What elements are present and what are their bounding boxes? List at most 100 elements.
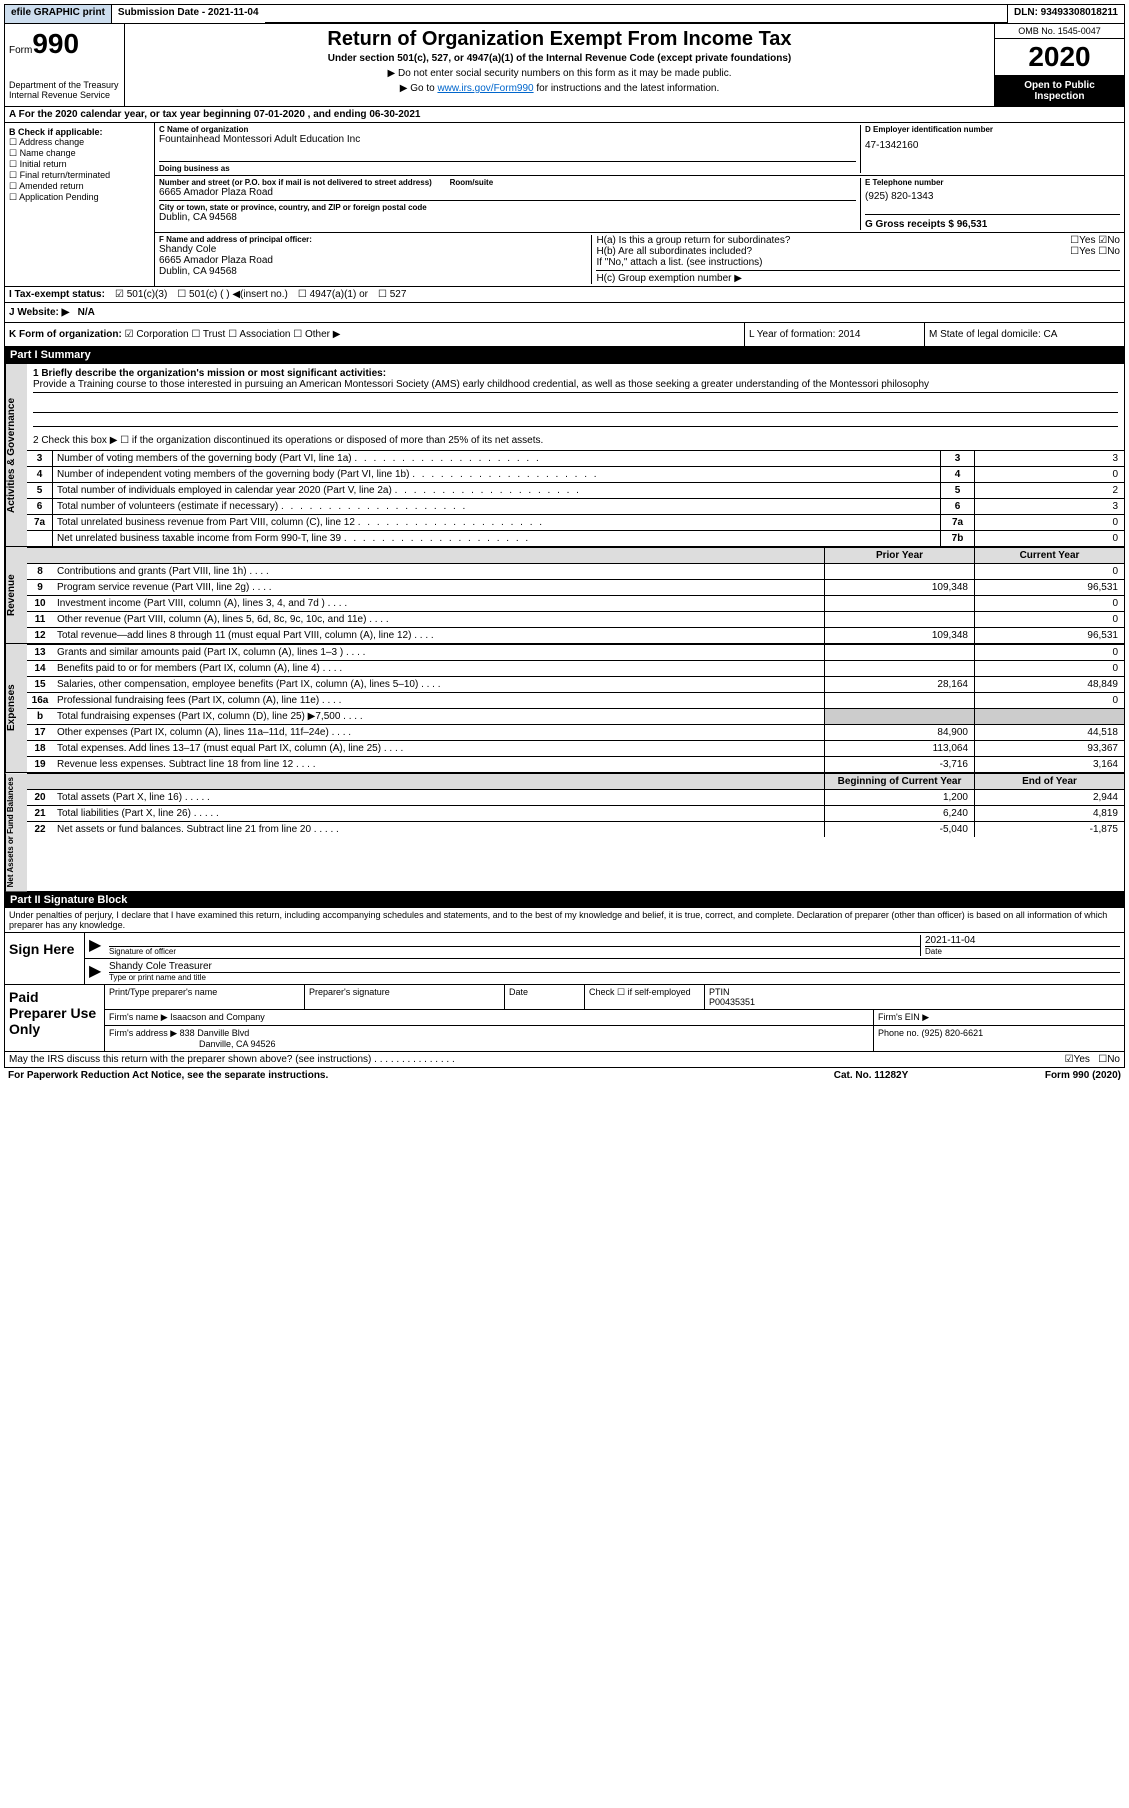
arrow-icon: ▶ [89,935,109,956]
officer-city: Dublin, CA 94568 [159,266,591,277]
exp-row: 19 Revenue less expenses. Subtract line … [27,756,1124,772]
hc-row: H(c) Group exemption number ▶ [596,270,1120,284]
tax-year: 2020 [995,39,1124,76]
phone-label: E Telephone number [865,178,1120,187]
check-discuss-no[interactable]: ☐No [1098,1054,1120,1065]
firm-name-label: Firm's name ▶ [109,1012,168,1022]
dept-treasury: Department of the Treasury Internal Reve… [9,80,120,100]
open-public: Open to Public Inspection [995,76,1124,106]
line2: 2 Check this box ▶ ☐ if the organization… [33,435,1118,446]
side-expenses: Expenses [5,644,27,772]
sig-date-value: 2021-11-04 [925,935,1120,947]
hb-note: If "No," attach a list. (see instruction… [596,257,1120,268]
officer-name: Shandy Cole [159,244,591,255]
year-formation: L Year of formation: 2014 [744,323,924,346]
k-org-row: K Form of organization: ☑ Corporation ☐ … [4,323,1125,347]
check-other[interactable]: ☐ Other ▶ [293,329,340,340]
hb-row: H(b) Are all subordinates included? ☐Yes… [596,246,1120,257]
begin-year-header: Beginning of Current Year [824,774,974,789]
side-netassets: Net Assets or Fund Balances [5,773,27,891]
gov-row: 5 Total number of individuals employed i… [27,482,1124,498]
check-501c[interactable]: ☐ 501(c) ( ) ◀(insert no.) [177,289,288,300]
org-name: Fountainhead Montessori Adult Education … [159,134,856,145]
section-a: A For the 2020 calendar year, or tax yea… [4,107,1125,123]
sig-date-label: Date [925,947,1120,956]
declaration: Under penalties of perjury, I declare th… [5,908,1124,932]
dba-label: Doing business as [159,161,856,173]
instr-goto: ▶ Go to www.irs.gov/Form990 for instruct… [129,83,990,94]
part1-header: Part I Summary [4,347,1125,363]
gov-row: 6 Total number of volunteers (estimate i… [27,498,1124,514]
form-number: 990 [32,28,79,59]
exp-row: 17 Other expenses (Part IX, column (A), … [27,724,1124,740]
check-pending[interactable]: ☐ Application Pending [9,192,150,203]
check-final[interactable]: ☐ Final return/terminated [9,170,150,181]
city-value: Dublin, CA 94568 [159,212,856,223]
firm-addr-label: Firm's address ▶ [109,1028,177,1038]
exp-row: b Total fundraising expenses (Part IX, c… [27,708,1124,724]
rev-row: 10 Investment income (Part VIII, column … [27,595,1124,611]
gov-row: 3 Number of voting members of the govern… [27,450,1124,466]
return-title: Return of Organization Exempt From Incom… [129,28,990,51]
prep-name-label: Print/Type preparer's name [105,985,305,1009]
prior-year-header: Prior Year [824,548,974,563]
check-527[interactable]: ☐ 527 [378,289,406,300]
rev-row: 12 Total revenue—add lines 8 through 11 … [27,627,1124,643]
website-row: J Website: ▶ N/A [4,303,1125,323]
form-label: Form [9,45,32,56]
check-corp[interactable]: ☑ Corporation [125,329,189,340]
city-label: City or town, state or province, country… [159,200,856,212]
addr-value: 6665 Amador Plaza Road [159,187,856,198]
paid-preparer-label: Paid Preparer Use Only [5,985,105,1051]
officer-label: F Name and address of principal officer: [159,235,591,244]
tax-status-row: I Tax-exempt status: ☑ 501(c)(3) ☐ 501(c… [4,287,1125,303]
bal-row: 22 Net assets or fund balances. Subtract… [27,821,1124,837]
exp-row: 16a Professional fundraising fees (Part … [27,692,1124,708]
ein-value: 47-1342160 [865,140,1120,151]
check-self-employed[interactable]: Check ☐ if self-employed [585,985,705,1009]
check-4947[interactable]: ☐ 4947(a)(1) or [298,289,368,300]
efile-btn[interactable]: efile GRAPHIC print [5,5,112,23]
check-501c3[interactable]: ☑ 501(c)(3) [115,289,167,300]
firm-ein-label: Firm's EIN ▶ [874,1010,1124,1025]
gov-row: Net unrelated business taxable income fr… [27,530,1124,546]
line1-label: 1 Briefly describe the organization's mi… [33,368,1118,379]
phone-value: (925) 820-1343 [865,191,1120,202]
ptin-value: P00435351 [709,997,755,1007]
section-b: B Check if applicable: ☐ Address change … [5,123,155,286]
exp-row: 15 Salaries, other compensation, employe… [27,676,1124,692]
type-label: Type or print name and title [109,973,1120,982]
submission-label: Submission Date - 2021-11-04 [112,5,265,23]
irs-link[interactable]: www.irs.gov/Form990 [437,83,533,94]
check-amended[interactable]: ☐ Amended return [9,181,150,192]
org-name-label: C Name of organization [159,125,856,134]
firm-addr: 838 Danville Blvd [180,1028,250,1038]
section-bcd: B Check if applicable: ☐ Address change … [4,123,1125,287]
bal-row: 20 Total assets (Part X, line 16) . . . … [27,789,1124,805]
dln: DLN: 93493308018211 [1007,5,1124,23]
firm-city: Danville, CA 94526 [199,1039,276,1049]
cat-no: Cat. No. 11282Y [771,1070,971,1081]
instr-ssn: ▶ Do not enter social security numbers o… [129,68,990,79]
exp-row: 14 Benefits paid to or for members (Part… [27,660,1124,676]
gov-row: 7a Total unrelated business revenue from… [27,514,1124,530]
check-assoc[interactable]: ☐ Association [228,329,290,340]
rev-row: 9 Program service revenue (Part VIII, li… [27,579,1124,595]
firm-name: Isaacson and Company [170,1012,265,1022]
name-title-value: Shandy Cole Treasurer [109,961,1120,973]
side-revenue: Revenue [5,547,27,643]
discuss-row: May the IRS discuss this return with the… [4,1052,1125,1068]
check-name[interactable]: ☐ Name change [9,148,150,159]
check-trust[interactable]: ☐ Trust [191,329,225,340]
addr-label: Number and street (or P.O. box if mail i… [159,178,856,187]
firm-phone: Phone no. (925) 820-6621 [874,1026,1124,1051]
rev-row: 8 Contributions and grants (Part VIII, l… [27,563,1124,579]
check-address[interactable]: ☐ Address change [9,137,150,148]
return-subtitle: Under section 501(c), 527, or 4947(a)(1)… [129,53,990,64]
check-discuss-yes[interactable]: ☑Yes [1065,1054,1090,1065]
side-governance: Activities & Governance [5,364,27,546]
sign-here-label: Sign Here [5,933,85,984]
form-header: Form990 Department of the Treasury Inter… [4,24,1125,107]
check-initial[interactable]: ☐ Initial return [9,159,150,170]
topbar: efile GRAPHIC print Submission Date - 20… [4,4,1125,24]
